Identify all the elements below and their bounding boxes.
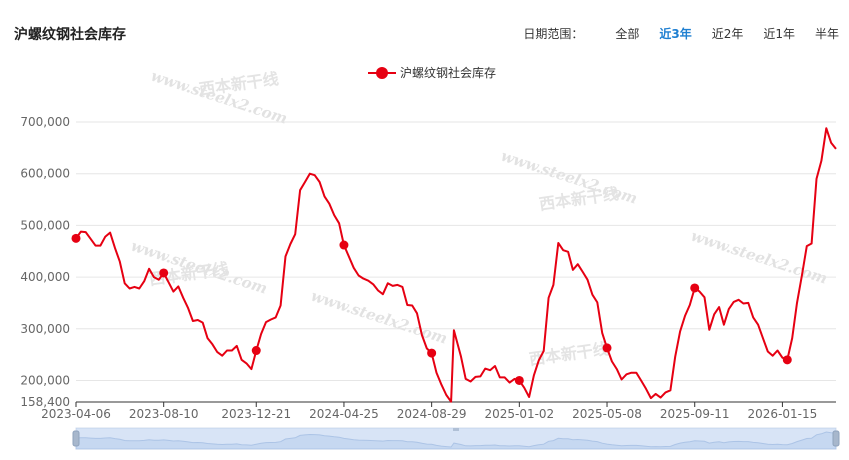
- watermark-url-2: www.steelx2.com: [309, 287, 450, 348]
- series-markers: [71, 233, 792, 385]
- x-tick-label-3: 2024-04-25: [309, 407, 379, 421]
- legend-label: 沪螺纹钢社会库存: [400, 66, 497, 80]
- zoom-preview-area: [75, 431, 837, 450]
- x-tick-label-5: 2025-01-02: [484, 407, 554, 421]
- zoom-handle-left[interactable]: [72, 430, 80, 447]
- date-range-label: 日期范围：: [523, 27, 584, 41]
- chart-legend[interactable]: 沪螺纹钢社会库存: [368, 64, 496, 81]
- data-point-marker-2: [251, 346, 261, 356]
- data-point-marker-4: [427, 348, 437, 358]
- x-tick-label-6: 2025-05-08: [572, 407, 642, 421]
- x-tick-label-2: 2023-12-21: [221, 407, 291, 421]
- y-tick-label-0: 158,400: [20, 395, 70, 409]
- chart-title: 沪螺纹钢社会库存: [14, 27, 126, 43]
- x-tick-label-0: 2023-04-06: [41, 407, 111, 421]
- y-tick-label-2: 300,000: [20, 322, 70, 336]
- grid-lines: [76, 121, 836, 381]
- data-point-marker-7: [690, 283, 700, 293]
- range-option-2y[interactable]: 近2年: [711, 27, 744, 41]
- zoom-selection: [76, 428, 836, 449]
- data-point-marker-6: [602, 343, 612, 353]
- watermark-brand-1: 西本新干线: [538, 184, 620, 214]
- range-option-3y[interactable]: 近3年: [659, 27, 692, 41]
- y-tick-label-4: 500,000: [20, 218, 70, 232]
- watermark-url-3: www.steelx2.com: [689, 227, 830, 288]
- zoom-move-grip: [453, 428, 459, 431]
- x-tick-label-1: 2023-08-10: [129, 407, 199, 421]
- range-option-all[interactable]: 全部: [615, 27, 640, 41]
- x-tick-label-7: 2025-09-11: [660, 407, 730, 421]
- zoom-handle-right[interactable]: [832, 430, 840, 447]
- series-line: [75, 127, 837, 403]
- y-tick-label-3: 400,000: [20, 270, 70, 284]
- legend-marker-icon: [368, 66, 396, 80]
- date-range-selector: 日期范围： 全部 近3年 近2年 近1年 半年: [523, 25, 839, 42]
- data-point-marker-3: [339, 240, 349, 250]
- x-tick-label-4: 2024-08-29: [397, 407, 467, 421]
- watermark-brand-2: 西本新干线: [528, 339, 610, 369]
- data-point-marker-0: [71, 233, 81, 243]
- y-tick-label-1: 200,000: [20, 373, 70, 387]
- x-tick-label-8: 2026-01-15: [748, 407, 818, 421]
- data-point-marker-8: [782, 355, 792, 365]
- data-point-marker-1: [159, 268, 169, 278]
- axes: 158,400 200,000 300,000 400,000 500,000 600,0…: [20, 115, 836, 421]
- y-tick-label-5: 600,000: [20, 167, 70, 181]
- data-point-marker-5: [514, 375, 524, 385]
- y-tick-label-6: 700,000: [20, 115, 70, 129]
- series-line-path: [75, 127, 837, 403]
- range-option-half-year[interactable]: 半年: [814, 27, 839, 41]
- range-option-1y[interactable]: 近1年: [763, 27, 795, 41]
- data-zoom-slider[interactable]: [72, 427, 840, 450]
